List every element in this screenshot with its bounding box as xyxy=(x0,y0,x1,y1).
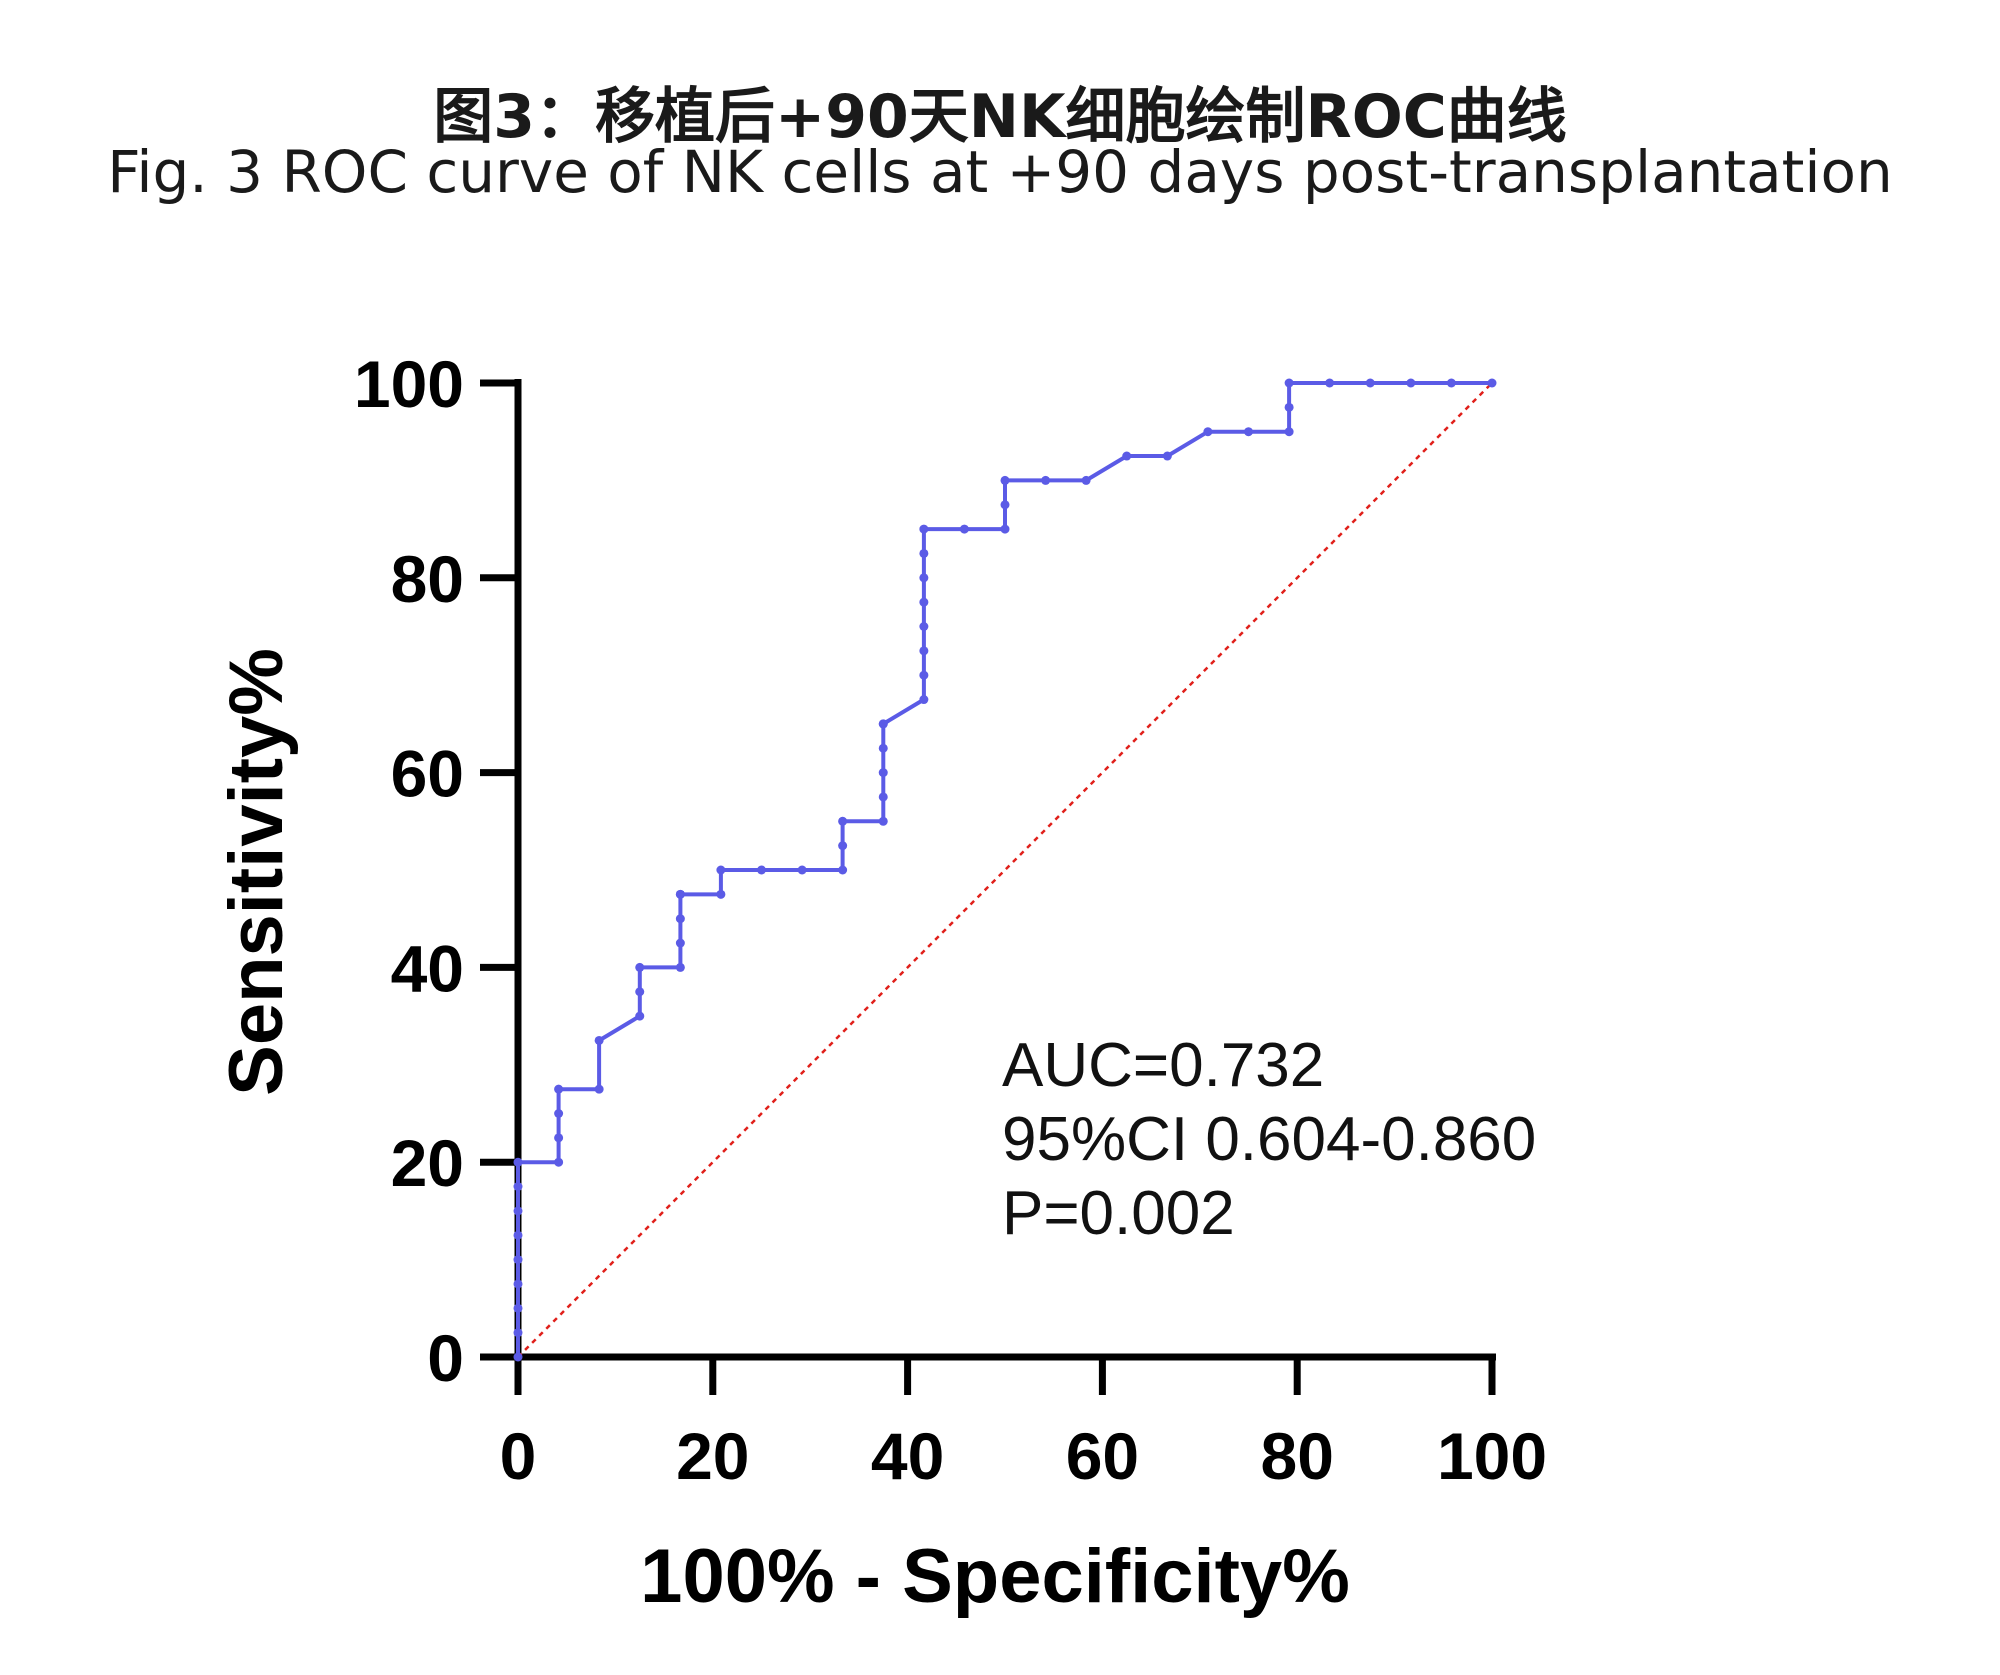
roc-point xyxy=(1000,500,1010,510)
roc-point xyxy=(675,914,685,924)
roc-point xyxy=(1000,475,1010,485)
roc-point xyxy=(919,573,929,583)
y-tick-label: 20 xyxy=(391,1126,464,1200)
roc-point xyxy=(1365,378,1375,388)
x-tick-label: 80 xyxy=(1260,1419,1333,1493)
roc-point xyxy=(594,1084,604,1094)
roc-point xyxy=(919,597,929,607)
roc-point xyxy=(513,1279,523,1289)
roc-point xyxy=(675,889,685,899)
roc-point xyxy=(675,938,685,948)
roc-point xyxy=(919,646,929,656)
roc-point xyxy=(1284,427,1294,437)
roc-point xyxy=(878,768,888,778)
roc-point xyxy=(878,719,888,729)
tick-labels: 0 20 40 60 80 100 0 20 40 60 80 100 xyxy=(354,347,1547,1493)
roc-point xyxy=(919,548,929,558)
y-tick-label: 40 xyxy=(391,931,464,1005)
roc-point xyxy=(554,1084,564,1094)
roc-point xyxy=(878,792,888,802)
roc-point xyxy=(554,1133,564,1143)
roc-point xyxy=(1284,402,1294,412)
x-tick-label: 40 xyxy=(871,1419,944,1493)
roc-point xyxy=(919,524,929,534)
roc-point xyxy=(554,1157,564,1167)
x-tick-label: 60 xyxy=(1066,1419,1139,1493)
roc-point xyxy=(757,865,766,875)
roc-point xyxy=(513,1182,523,1192)
roc-point xyxy=(1000,524,1010,534)
x-tick-label: 20 xyxy=(676,1419,749,1493)
roc-point xyxy=(1487,378,1497,388)
x-tick-label: 0 xyxy=(500,1419,537,1493)
x-tick-label: 100 xyxy=(1437,1419,1547,1493)
roc-point xyxy=(838,816,848,826)
annotation-auc: AUC=0.732 xyxy=(1002,1031,1324,1100)
roc-point xyxy=(1162,451,1172,461)
roc-point xyxy=(635,987,645,997)
y-tick-label: 60 xyxy=(391,737,464,811)
roc-point xyxy=(635,962,645,972)
roc-point xyxy=(1284,378,1294,388)
roc-point xyxy=(513,1206,523,1216)
roc-point xyxy=(838,841,848,851)
roc-point xyxy=(1122,451,1132,461)
roc-point xyxy=(716,865,726,875)
roc-curve-group xyxy=(513,378,1497,1362)
roc-point xyxy=(878,743,888,753)
roc-point xyxy=(878,816,888,826)
roc-point xyxy=(1244,427,1253,437)
roc-point xyxy=(1406,378,1416,388)
roc-point xyxy=(554,1109,564,1118)
roc-point xyxy=(1081,475,1091,485)
y-axis-title: Sensitivity% xyxy=(214,648,299,1096)
y-tick-label: 80 xyxy=(391,542,464,616)
roc-point xyxy=(513,1157,523,1167)
roc-point xyxy=(513,1303,523,1313)
roc-point xyxy=(513,1328,523,1338)
roc-point xyxy=(594,1035,604,1045)
roc-point xyxy=(513,1230,523,1240)
roc-point xyxy=(675,962,685,972)
annotation-p: P=0.002 xyxy=(1002,1179,1235,1248)
roc-point xyxy=(959,524,969,534)
roc-point xyxy=(716,889,726,899)
roc-point xyxy=(513,1255,523,1265)
y-tick-label: 100 xyxy=(354,347,464,421)
roc-point xyxy=(1446,378,1456,388)
figure-title-cn: 图3：移植后+90天NK细胞绘制ROC曲线 xyxy=(433,82,1567,152)
figure-title-en: Fig. 3 ROC curve of NK cells at +90 days… xyxy=(107,138,1893,206)
roc-point xyxy=(919,622,929,631)
roc-point xyxy=(838,865,848,875)
roc-point xyxy=(919,695,929,705)
y-tick-label: 0 xyxy=(427,1321,464,1395)
roc-point xyxy=(797,865,807,875)
roc-point xyxy=(1325,378,1335,388)
roc-point xyxy=(635,1011,645,1021)
annotation-ci: 95%CI 0.604-0.860 xyxy=(1002,1105,1536,1174)
roc-point xyxy=(1041,475,1051,485)
x-axis-title: 100% - Specificity% xyxy=(640,1534,1350,1619)
roc-point xyxy=(513,1352,523,1362)
roc-point xyxy=(1203,427,1213,437)
roc-point xyxy=(919,670,929,680)
